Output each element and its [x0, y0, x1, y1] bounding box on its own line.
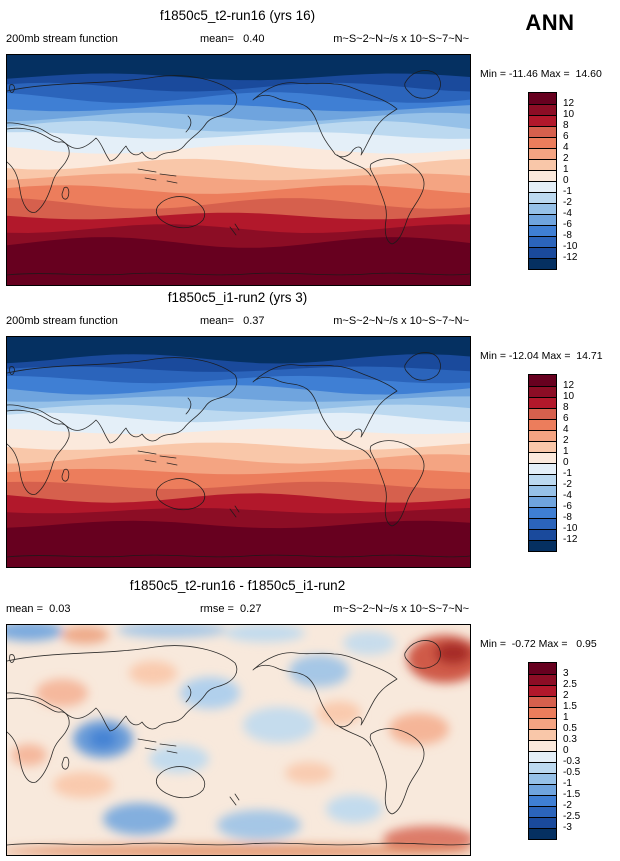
- minmax-label: Min = -12.04 Max = 14.71: [480, 350, 603, 362]
- colorbar-tick-label: 3: [563, 668, 569, 679]
- colorbar-tick-label: -8: [563, 512, 572, 523]
- panel-model-run1: f1850c5_t2-run16 (yrs 16) 200mb stream f…: [0, 0, 620, 286]
- map-frame: [6, 336, 471, 568]
- colorbar-tick-label: -2: [563, 197, 572, 208]
- stream-function-map-run2: [7, 337, 470, 567]
- colorbar-tick-label: -12: [563, 534, 578, 545]
- colorbar-tick-label: 0.3: [563, 734, 577, 745]
- colorbar-tick-label: 4: [563, 424, 569, 435]
- colorbar-tick-label: 4: [563, 142, 569, 153]
- panel-title: f1850c5_t2-run16 - f1850c5_i1-run2: [129, 578, 346, 593]
- colorbar-tick-label: 6: [563, 413, 569, 424]
- units-label: m~S~2~N~/s x 10~S~7~N~: [333, 603, 469, 615]
- mean-label: mean= 0.40: [200, 33, 265, 45]
- colorbar-tick-label: -2.5: [563, 811, 581, 822]
- colorbar-tick-label: -1: [563, 778, 572, 789]
- minmax-label: Min = -0.72 Max = 0.95: [480, 638, 597, 650]
- colorbar-tick-label: 8: [563, 120, 569, 131]
- map-frame: [6, 624, 471, 856]
- colorbar-tick-label: -0.3: [563, 756, 581, 767]
- colorbar-tick-label: -3: [563, 822, 572, 833]
- colorbar-cells: [528, 374, 557, 552]
- stream-function-map-run1: [7, 55, 470, 285]
- colorbar-tick-label: 1: [563, 712, 569, 723]
- colorbar-tick-label: -1: [563, 468, 572, 479]
- colorbar-tick-label: -2: [563, 479, 572, 490]
- colorbar-cells: [528, 662, 557, 840]
- units-label: m~S~2~N~/s x 10~S~7~N~: [333, 33, 469, 45]
- colorbar-tick-label: 2: [563, 435, 569, 446]
- colorbar-tick-label: 0: [563, 175, 569, 186]
- colorbar-tick-label: 1: [563, 446, 569, 457]
- colorbar-tick-label: 2.5: [563, 679, 577, 690]
- colorbar: 12 10 8 6 4 2 1 0 -1 -2 -4 -6 -8 -10 -12: [528, 374, 618, 554]
- colorbar-cells: [528, 92, 557, 270]
- stream-function-difference-map: [7, 625, 470, 855]
- colorbar-tick-label: -1: [563, 186, 572, 197]
- colorbar: 12 10 8 6 4 2 1 0 -1 -2 -4 -6 -8 -10 -12: [528, 92, 618, 272]
- colorbar-tick-label: 2: [563, 690, 569, 701]
- panel-model-run2: f1850c5_i1-run2 (yrs 3) 200mb stream fun…: [0, 282, 620, 570]
- colorbar-tick-label: 0.5: [563, 723, 577, 734]
- colorbar-tick-label: 12: [563, 98, 575, 109]
- colorbar-tick-label: -12: [563, 252, 578, 263]
- field-label: 200mb stream function: [6, 315, 118, 327]
- colorbar-tick-label: 12: [563, 380, 575, 391]
- mean-label: mean= 0.37: [200, 315, 265, 327]
- colorbar-tick-label: 2: [563, 153, 569, 164]
- colorbar-tick-label: -4: [563, 208, 572, 219]
- minmax-label: Min = -11.46 Max = 14.60: [480, 68, 602, 80]
- colorbar-tick-label: -2: [563, 800, 572, 811]
- colorbar-tick-label: -6: [563, 219, 572, 230]
- colorbar-tick-label: 1.5: [563, 701, 577, 712]
- colorbar-tick-label: 1: [563, 164, 569, 175]
- colorbar-tick-label: 8: [563, 402, 569, 413]
- colorbar-tick-label: -0.5: [563, 767, 581, 778]
- panel-title: f1850c5_i1-run2 (yrs 3): [167, 290, 308, 305]
- map-frame: [6, 54, 471, 286]
- colorbar-tick-label: -6: [563, 501, 572, 512]
- colorbar-tick-label: 10: [563, 391, 575, 402]
- units-label: m~S~2~N~/s x 10~S~7~N~: [333, 315, 469, 327]
- field-label: 200mb stream function: [6, 33, 118, 45]
- rmse-label: rmse = 0.27: [200, 603, 262, 615]
- colorbar-tick-label: 10: [563, 109, 575, 120]
- mean-label: mean = 0.03: [6, 603, 71, 615]
- colorbar-tick-label: -10: [563, 241, 578, 252]
- panel-title: f1850c5_t2-run16 (yrs 16): [159, 8, 316, 23]
- colorbar-tick-label: -10: [563, 523, 578, 534]
- colorbar-tick-label: 0: [563, 457, 569, 468]
- colorbar-tick-label: -1.5: [563, 789, 581, 800]
- panel-difference: f1850c5_t2-run16 - f1850c5_i1-run2 mean …: [0, 570, 620, 861]
- colorbar-tick-label: 6: [563, 131, 569, 142]
- season-label: ANN: [525, 10, 575, 35]
- colorbar-tick-label: 0: [563, 745, 569, 756]
- colorbar-tick-label: -8: [563, 230, 572, 241]
- colorbar: 3 2.5 2 1.5 1 0.5 0.3 0 -0.3 -0.5 -1 -1.5 -2 -2.5 -3: [528, 662, 618, 842]
- colorbar-tick-label: -4: [563, 490, 572, 501]
